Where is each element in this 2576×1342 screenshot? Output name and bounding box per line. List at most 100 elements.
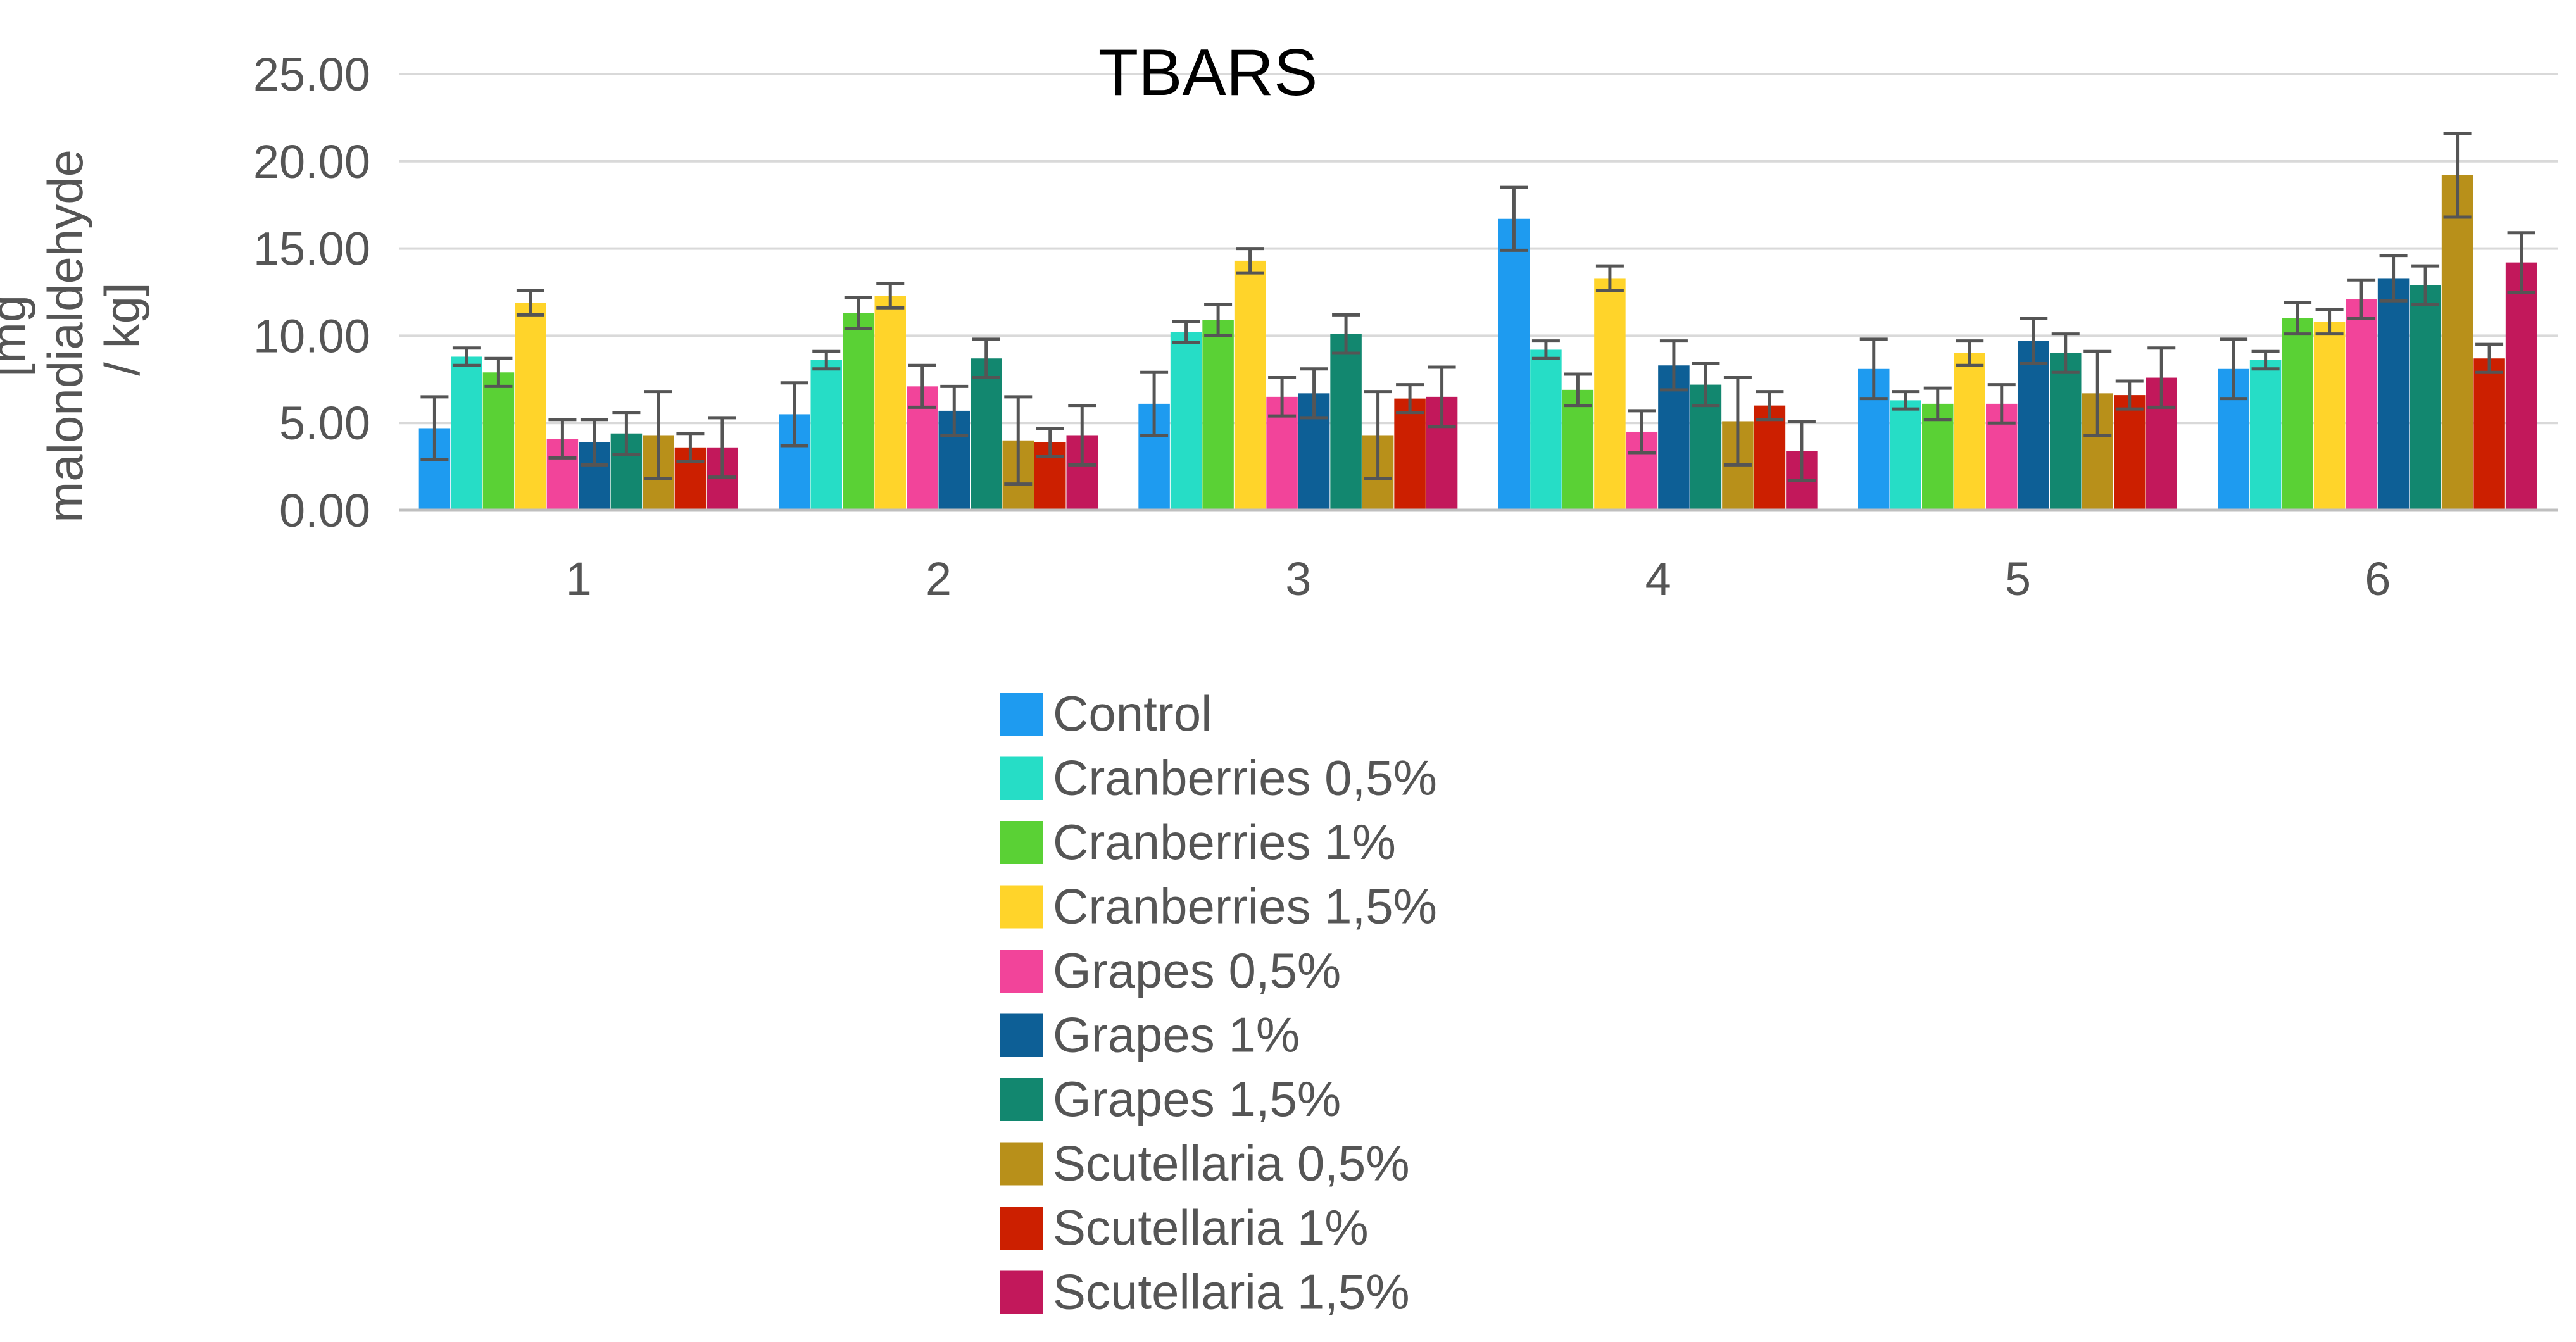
legend-item: Cranberries 1,5% — [1000, 879, 1437, 934]
error-bar — [1923, 386, 1952, 422]
bar — [2018, 341, 2049, 510]
error-bar — [1036, 426, 1064, 458]
x-category-label: 6 — [2365, 553, 2391, 605]
grid-lines — [399, 73, 2558, 425]
error-bar — [452, 346, 481, 367]
bar — [1754, 405, 1786, 510]
legend-label: Grapes 0,5% — [1053, 943, 1341, 998]
bar — [1922, 403, 1954, 510]
error-bar — [1723, 376, 1752, 467]
error-bar — [1628, 409, 1656, 455]
error-bar — [1859, 337, 1888, 401]
error-bars — [420, 132, 2535, 486]
bar — [2282, 318, 2313, 510]
legend-item: Cranberries 0,5% — [1000, 750, 1437, 806]
bar — [2050, 353, 2082, 510]
error-bar — [420, 395, 449, 461]
legend-swatch — [1000, 1142, 1043, 1186]
error-bar — [908, 363, 936, 409]
error-bar — [516, 289, 544, 317]
bar — [1530, 349, 1562, 510]
error-bar — [2379, 254, 2408, 303]
x-category-label: 3 — [1285, 553, 1311, 605]
bar — [1498, 218, 1530, 510]
bar — [2346, 299, 2377, 510]
error-bar — [2083, 349, 2112, 437]
error-bar — [2315, 308, 2344, 336]
y-axis-label-line-2: malondialdehyde — [37, 149, 93, 523]
legend-swatch — [1000, 885, 1043, 929]
y-tick-label: 25.00 — [253, 48, 370, 101]
error-bar — [1787, 419, 1816, 482]
bar — [1954, 353, 1985, 510]
legend-swatch — [1000, 1078, 1043, 1121]
legend-swatch — [1000, 1207, 1043, 1250]
legend-label: Control — [1053, 686, 1212, 741]
error-bar — [876, 282, 905, 310]
error-bar — [1332, 313, 1360, 355]
y-tick-label: 0.00 — [279, 484, 370, 537]
error-bar — [2115, 379, 2144, 411]
bar — [874, 296, 906, 510]
legend-label: Cranberries 1% — [1053, 814, 1396, 870]
bar — [2410, 285, 2441, 510]
y-tick-label: 5.00 — [279, 397, 370, 449]
legend-item: Grapes 1% — [1000, 1007, 1300, 1063]
error-bar — [1987, 383, 2016, 425]
error-bar — [1692, 361, 1720, 408]
bar — [843, 313, 874, 510]
error-bar — [1300, 367, 1328, 420]
error-bar — [2147, 346, 2176, 409]
bar — [451, 356, 482, 510]
legend-label: Grapes 1% — [1053, 1007, 1300, 1063]
error-bar — [1892, 390, 1920, 411]
error-bar — [1564, 372, 1592, 408]
error-bar — [1531, 339, 1560, 360]
legend-item: Control — [1000, 686, 1212, 741]
error-bar — [2284, 301, 2312, 336]
x-axis-categories: 1 2 3 4 5 6 — [566, 553, 2391, 605]
error-bar — [1500, 185, 1528, 252]
error-bar — [2411, 264, 2440, 306]
error-bar — [1595, 264, 1624, 292]
x-category-label: 5 — [2005, 553, 2031, 605]
error-bar — [940, 384, 969, 437]
error-bar — [612, 411, 641, 456]
legend-item: Grapes 0,5% — [1000, 943, 1341, 998]
error-bar — [484, 356, 513, 388]
legend-swatch — [1000, 756, 1043, 800]
legend-label: Cranberries 1,5% — [1053, 879, 1437, 934]
error-bar — [2347, 278, 2376, 320]
error-bar — [1068, 404, 1096, 467]
error-bar — [780, 381, 808, 448]
error-bar — [1756, 390, 1784, 422]
bar — [2249, 360, 2282, 510]
error-bar — [1004, 395, 1033, 486]
legend-item: Scutellaria 1,5% — [1000, 1264, 1410, 1320]
error-bar — [1428, 365, 1456, 429]
error-bar — [1172, 320, 1200, 344]
error-bar — [1396, 383, 1424, 415]
bar — [515, 303, 546, 510]
error-bar — [1268, 376, 1297, 418]
error-bar — [1364, 390, 1392, 480]
bar — [810, 360, 842, 510]
legend-swatch — [1000, 1013, 1043, 1057]
bar — [1890, 400, 1921, 510]
error-bar — [676, 432, 705, 463]
bar — [1330, 334, 1362, 510]
y-axis-label-line-3: / kg] — [94, 282, 150, 375]
bar — [1202, 320, 1234, 510]
bar — [2473, 358, 2505, 510]
legend-item: Scutellaria 1% — [1000, 1200, 1369, 1255]
bar — [482, 372, 515, 510]
legend: Control Cranberries 0,5% Cranberries 1% Cra… — [1000, 686, 1437, 1320]
legend-swatch — [1000, 950, 1043, 993]
error-bar — [1236, 247, 1264, 275]
error-bar — [1204, 303, 1233, 337]
error-bar — [1659, 339, 1688, 392]
y-axis-label: [mg malondialdehyde / kg] — [0, 135, 150, 522]
legend-item: Scutellaria 0,5% — [1000, 1136, 1410, 1191]
legend-label: Scutellaria 1,5% — [1053, 1264, 1410, 1320]
